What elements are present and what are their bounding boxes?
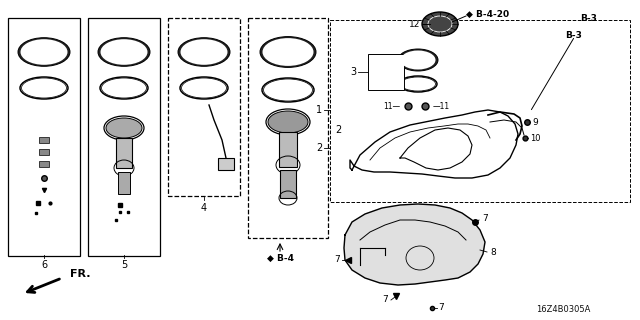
Text: —11: —11 <box>433 101 450 110</box>
Text: 6: 6 <box>41 260 47 270</box>
Text: 11—: 11— <box>383 101 400 110</box>
Ellipse shape <box>20 39 67 65</box>
Text: 7: 7 <box>334 255 340 265</box>
Bar <box>330 20 630 202</box>
Text: 4: 4 <box>201 203 207 213</box>
Bar <box>88 18 160 256</box>
Text: 12: 12 <box>408 20 420 28</box>
Ellipse shape <box>100 39 147 65</box>
Text: FR.: FR. <box>70 269 90 279</box>
Ellipse shape <box>422 12 458 36</box>
Ellipse shape <box>260 36 316 68</box>
Ellipse shape <box>106 118 142 138</box>
Text: 1: 1 <box>316 105 322 115</box>
Ellipse shape <box>268 111 308 133</box>
Text: ◆ B-4: ◆ B-4 <box>266 253 294 262</box>
Bar <box>248 18 328 238</box>
Bar <box>279 132 297 167</box>
Text: 2: 2 <box>316 143 322 153</box>
Ellipse shape <box>98 38 150 66</box>
Text: B-3: B-3 <box>565 30 582 39</box>
Text: 16Z4B0305A: 16Z4B0305A <box>536 306 590 315</box>
Bar <box>39 137 49 143</box>
Ellipse shape <box>398 49 438 71</box>
Bar <box>116 138 132 168</box>
Bar <box>118 172 130 194</box>
Text: B-3: B-3 <box>580 13 597 22</box>
Text: 9: 9 <box>532 117 538 126</box>
Bar <box>218 158 234 170</box>
Ellipse shape <box>18 38 70 66</box>
Bar <box>368 54 404 90</box>
Text: 7: 7 <box>482 213 488 222</box>
Text: 10: 10 <box>530 133 541 142</box>
Text: 5: 5 <box>121 260 127 270</box>
Bar <box>168 18 240 196</box>
Text: 2: 2 <box>335 125 341 135</box>
Ellipse shape <box>401 51 435 69</box>
Bar <box>39 149 49 155</box>
Ellipse shape <box>180 39 227 65</box>
Polygon shape <box>400 128 472 170</box>
Ellipse shape <box>178 38 230 66</box>
Bar <box>280 170 296 198</box>
Text: 7: 7 <box>438 303 444 313</box>
Text: ◆ B-4-20: ◆ B-4-20 <box>466 10 509 19</box>
Polygon shape <box>344 204 485 285</box>
Ellipse shape <box>262 38 314 66</box>
Bar <box>8 18 80 256</box>
Text: 7: 7 <box>382 295 388 305</box>
Text: 3: 3 <box>350 67 356 77</box>
Text: 8: 8 <box>490 247 496 257</box>
Bar <box>39 161 49 167</box>
